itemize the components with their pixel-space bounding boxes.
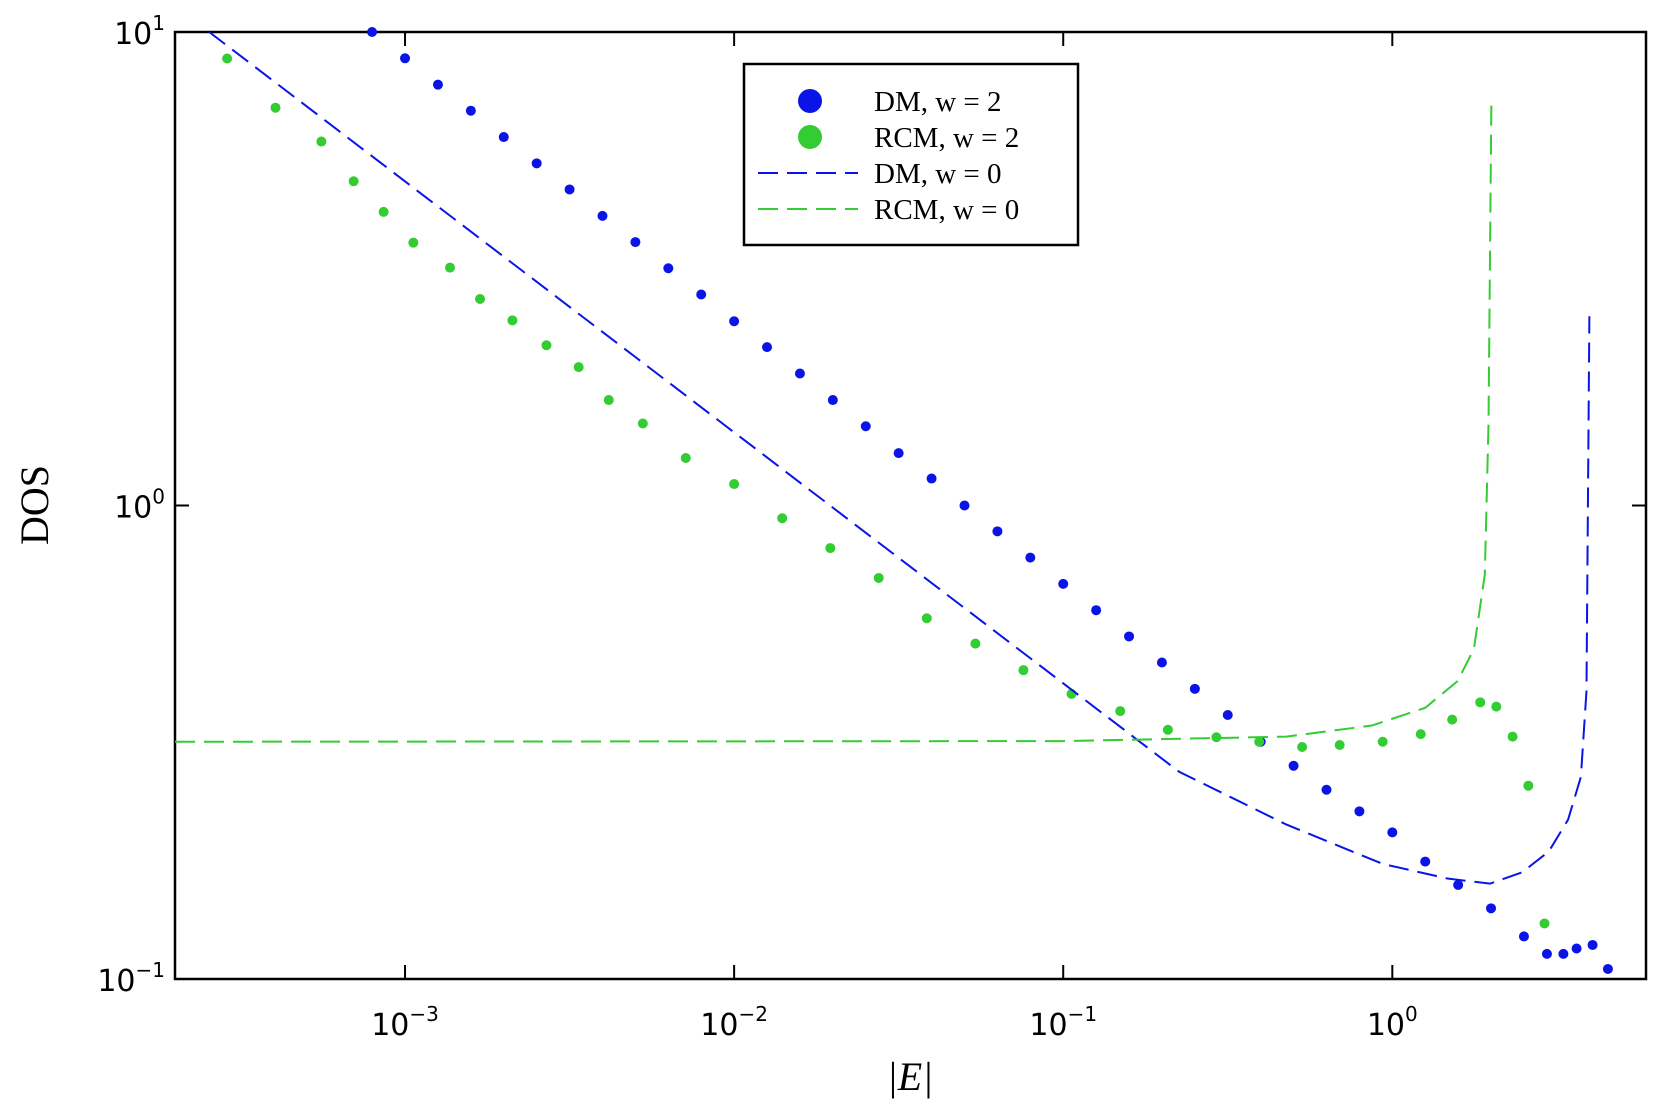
data-point bbox=[270, 102, 281, 113]
y-tick-label: 10−1 bbox=[97, 958, 165, 999]
data-point bbox=[400, 53, 411, 64]
data-point bbox=[1518, 931, 1529, 942]
data-point bbox=[663, 263, 674, 274]
x-tick-label: 10−2 bbox=[700, 1002, 768, 1043]
data-point bbox=[408, 237, 419, 248]
data-point bbox=[1189, 683, 1200, 694]
data-point bbox=[1334, 740, 1345, 751]
legend-marker bbox=[798, 89, 822, 113]
data-point bbox=[1558, 948, 1569, 959]
data-point bbox=[1321, 784, 1332, 795]
data-point bbox=[1162, 724, 1173, 735]
data-point bbox=[893, 448, 904, 459]
data-point bbox=[1156, 657, 1167, 668]
data-point bbox=[1486, 903, 1497, 914]
data-point bbox=[777, 513, 788, 524]
data-point bbox=[1058, 578, 1069, 589]
data-point bbox=[1507, 731, 1518, 742]
data-point bbox=[637, 418, 648, 429]
data-point bbox=[959, 500, 970, 511]
data-point bbox=[498, 132, 509, 143]
data-point bbox=[921, 613, 932, 624]
legend-box bbox=[742, 62, 1080, 247]
y-tick-label: 101 bbox=[114, 11, 165, 52]
y-tick-label: 100 bbox=[114, 485, 165, 526]
data-point bbox=[222, 53, 233, 64]
data-point bbox=[873, 572, 884, 583]
data-point bbox=[378, 206, 389, 217]
data-point bbox=[475, 293, 486, 304]
data-point bbox=[465, 105, 476, 116]
data-point bbox=[1124, 631, 1135, 642]
legend-label: RCM, w = 0 bbox=[874, 194, 1019, 226]
data-point bbox=[597, 210, 608, 221]
data-point bbox=[573, 362, 584, 373]
x-tick-label: 100 bbox=[1367, 1002, 1418, 1043]
data-point bbox=[316, 136, 327, 147]
data-point bbox=[1571, 943, 1582, 954]
x-tick-label: 10−1 bbox=[1029, 1002, 1097, 1043]
legend-label: DM, w = 0 bbox=[874, 158, 1002, 190]
data-point bbox=[825, 543, 836, 554]
data-point bbox=[432, 79, 443, 90]
legend-marker bbox=[798, 125, 822, 149]
data-line bbox=[175, 101, 1493, 743]
data-point bbox=[1377, 736, 1388, 747]
data-point bbox=[1222, 710, 1233, 721]
data-point bbox=[564, 184, 575, 195]
data-point bbox=[1491, 701, 1502, 712]
data-point bbox=[729, 479, 740, 490]
x-tick-label: 10−3 bbox=[371, 1002, 439, 1043]
data-point bbox=[531, 158, 542, 169]
data-point bbox=[1541, 948, 1552, 959]
data-point bbox=[1602, 963, 1613, 974]
data-point bbox=[541, 340, 552, 351]
data-point bbox=[1254, 736, 1265, 747]
plot-area bbox=[175, 27, 1613, 974]
data-point bbox=[1025, 552, 1036, 563]
data-point bbox=[827, 395, 838, 406]
data-point bbox=[1115, 706, 1126, 717]
data-point bbox=[1387, 827, 1398, 838]
data-line bbox=[208, 31, 1591, 885]
x-axis-label: |E| bbox=[887, 1054, 933, 1099]
data-point bbox=[1453, 879, 1464, 890]
data-point bbox=[970, 638, 981, 649]
data-point bbox=[445, 262, 456, 273]
data-point bbox=[1539, 918, 1550, 929]
data-point bbox=[367, 27, 378, 37]
data-point bbox=[1091, 605, 1102, 616]
data-point bbox=[1587, 939, 1598, 950]
legend-label: RCM, w = 2 bbox=[874, 122, 1019, 154]
data-point bbox=[762, 342, 773, 353]
data-point bbox=[992, 526, 1003, 537]
data-point bbox=[1354, 806, 1365, 817]
data-point bbox=[860, 421, 871, 432]
data-point bbox=[1447, 714, 1458, 725]
data-point bbox=[1420, 856, 1431, 867]
legend-label: DM, w = 2 bbox=[874, 86, 1002, 118]
data-point bbox=[1523, 780, 1534, 791]
data-point bbox=[1415, 729, 1426, 740]
data-point bbox=[696, 289, 707, 300]
data-point bbox=[1475, 697, 1486, 708]
data-point bbox=[680, 452, 691, 463]
data-point bbox=[507, 315, 518, 326]
data-point bbox=[1018, 665, 1029, 676]
data-point bbox=[603, 395, 614, 406]
data-point bbox=[729, 316, 740, 327]
data-point bbox=[794, 368, 805, 379]
data-point bbox=[926, 473, 937, 484]
data-point bbox=[1288, 760, 1299, 771]
y-axis-label: DOS bbox=[12, 465, 57, 545]
data-point bbox=[1297, 742, 1308, 753]
data-point bbox=[630, 237, 641, 248]
data-point bbox=[1211, 732, 1222, 743]
data-point bbox=[348, 176, 359, 187]
